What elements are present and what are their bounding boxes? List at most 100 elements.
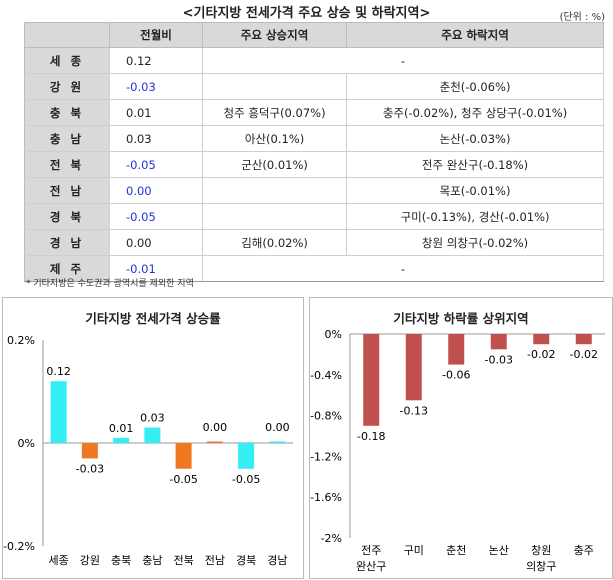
region-cell: 제 주 [24, 255, 110, 282]
data-label: 0.00 [265, 421, 290, 434]
rise-cell: 아산(0.1%) [202, 125, 348, 152]
data-label: -0.18 [357, 430, 385, 443]
region-cell: 충 북 [24, 99, 110, 126]
x-tick-label: 논산 [489, 544, 509, 557]
data-label: -0.02 [527, 348, 555, 361]
bar [363, 334, 380, 426]
fall-cell: 구미(-0.13%), 경산(-0.01%) [346, 203, 604, 230]
y-tick-label: 0% [325, 328, 342, 341]
region-cell: 전 남 [24, 177, 110, 204]
data-label: -0.03 [76, 462, 104, 475]
data-label: -0.05 [169, 473, 197, 486]
x-tick-label: 전남 [205, 554, 225, 567]
region-cell: 강 원 [24, 73, 110, 100]
value-cell: 0.00 [109, 229, 203, 256]
chart-title: 기타지방 하락률 상위지역 [393, 311, 529, 326]
bar [448, 334, 465, 365]
x-tick-label: 세종 [49, 554, 69, 567]
region-cell: 경 남 [24, 229, 110, 256]
data-label: -0.05 [232, 473, 260, 486]
data-label: -0.13 [400, 404, 428, 417]
bar [206, 441, 223, 443]
bar [81, 443, 98, 459]
bar [405, 334, 422, 401]
table-title: <기타지방 전세가격 주요 상승 및 하락지역> [182, 6, 431, 21]
fall-cell: 창원 의창구(-0.02%) [346, 229, 604, 256]
x-tick-label: 경남 [267, 554, 287, 567]
x-tick-label: 충주 [574, 544, 594, 557]
y-tick-label: -1.6% [310, 491, 342, 504]
x-tick-label: 창원 [531, 544, 551, 557]
x-tick-label: 전북 [174, 554, 194, 567]
table-row: 전 남 0.00 목포(-0.01%) [24, 177, 604, 204]
table-row: 경 북 -0.05 구미(-0.13%), 경산(-0.01%) [24, 203, 604, 230]
bar [575, 334, 592, 345]
table-row: 전 북 -0.05 군산(0.01%) 전주 완산구(-0.18%) [24, 151, 604, 178]
bar [238, 443, 255, 469]
region-cell: 충 남 [24, 125, 110, 152]
chart-title: 기타지방 전세가격 상승률 [85, 311, 221, 326]
y-tick-label: 0% [18, 437, 35, 450]
table-row: 충 북 0.01 청주 흥덕구(0.07%) 충주(-0.02%), 청주 상당구(-… [24, 99, 604, 126]
y-tick-label: -2% [321, 532, 342, 545]
fall-cell: 충주(-0.02%), 청주 상당구(-0.01%) [346, 99, 604, 126]
x-tick-label: 의창구 [526, 560, 556, 573]
bar [533, 334, 550, 345]
region-table: 전월비 주요 상승지역 주요 하락지역 세 종 0.12- 강 원 -0.03 춘천(-… [24, 22, 604, 282]
footnote: * 기타지방은 수도권과 광역시를 제외한 지역 [26, 279, 194, 289]
bar [175, 443, 192, 469]
table-row: 제 주 -0.01- [24, 255, 604, 282]
fall-cell: 전주 완산구(-0.18%) [346, 151, 604, 178]
value-cell: -0.03 [109, 73, 203, 100]
bar [50, 381, 67, 443]
unit-label: (단위 : %) [559, 12, 605, 23]
region-cell: 세 종 [24, 47, 110, 74]
value-cell: 0.00 [109, 177, 203, 204]
x-tick-label: 구미 [404, 544, 424, 557]
value-cell: -0.05 [109, 203, 203, 230]
data-label: -0.02 [570, 348, 598, 361]
table-row: 세 종 0.12- [24, 47, 604, 74]
rise-chart-svg: 0.2% 0% -0.2% 0.12 세종 -0.03 강원 0.01 충북 0.03 충남 -0.0… [3, 334, 293, 567]
region-cell: 전 북 [24, 151, 110, 178]
header-monthly: 전월비 [109, 22, 203, 48]
bar [113, 437, 130, 443]
y-tick-label: 0.2% [7, 334, 35, 347]
value-cell: 0.03 [109, 125, 203, 152]
x-tick-label: 충남 [142, 554, 162, 567]
table-header-row: 전월비 주요 상승지역 주요 하락지역 [24, 22, 604, 48]
x-tick-label: 춘천 [446, 543, 466, 557]
table-row: 충 남 0.03 아산(0.1%) 논산(-0.03%) [24, 125, 604, 152]
value-cell: 0.12 [109, 47, 203, 74]
rise-cell [202, 203, 348, 230]
data-label: 0.12 [46, 365, 71, 378]
x-tick-label: 전주 [361, 544, 381, 557]
value-cell: -0.01 [109, 255, 203, 282]
fall-cell: 논산(-0.03%) [346, 125, 604, 152]
bar [490, 334, 507, 350]
fall-cell: 목포(-0.01%) [346, 177, 604, 204]
data-label: 0.01 [109, 422, 134, 435]
header-fall: 주요 하락지역 [346, 22, 604, 48]
table-row: 경 남 0.00 김해(0.02%) 창원 의창구(-0.02%) [24, 229, 604, 256]
rise-cell [202, 73, 348, 100]
y-tick-label: -0.8% [310, 410, 342, 423]
merged-cell: - [202, 255, 604, 282]
table-row: 강 원 -0.03 춘천(-0.06%) [24, 73, 604, 100]
y-tick-label: -0.2% [3, 540, 35, 553]
bar [144, 427, 161, 443]
chart-panel-rise: 기타지방 전세가격 상승률 0.2% 0% -0.2% 0.12 세종 -0.03 강원 0.… [2, 297, 304, 579]
value-cell: -0.05 [109, 151, 203, 178]
data-label: 0.00 [203, 421, 228, 434]
rise-cell: 김해(0.02%) [202, 229, 348, 256]
value-cell: 0.01 [109, 99, 203, 126]
x-tick-label: 경북 [236, 554, 256, 567]
y-tick-label: -1.2% [310, 450, 342, 463]
bar [269, 441, 286, 443]
data-label: -0.06 [442, 369, 470, 382]
chart-panel-fall: 기타지방 하락률 상위지역 0% -0.4% -0.8% -1.2% -1.6% -2% -… [309, 297, 613, 579]
y-tick-label: -0.4% [310, 369, 342, 382]
rise-cell: 청주 흥덕구(0.07%) [202, 99, 348, 126]
region-cell: 경 북 [24, 203, 110, 230]
